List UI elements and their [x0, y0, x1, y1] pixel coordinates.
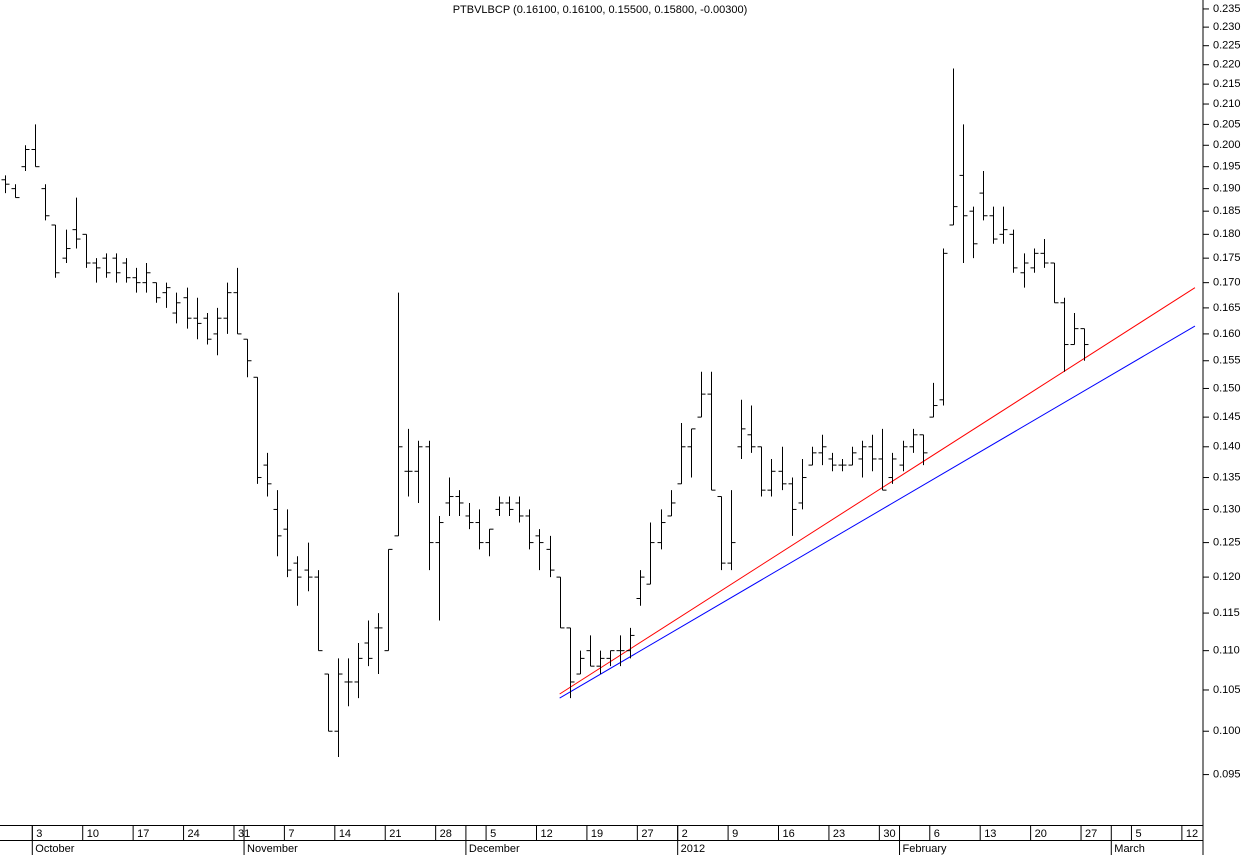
x-tick-label: 19	[591, 828, 603, 840]
y-tick-label: 0.195	[1213, 161, 1241, 173]
y-tick-label: 0.205	[1213, 118, 1241, 130]
x-tick-label: 27	[1085, 828, 1097, 840]
y-tick-label: 0.130	[1213, 503, 1241, 515]
x-tick-label: 12	[540, 828, 552, 840]
x-tick-label: 7	[288, 828, 294, 840]
x-tick-label: 21	[389, 828, 401, 840]
x-tick-label: 5	[1135, 828, 1141, 840]
y-tick-label: 0.125	[1213, 536, 1241, 548]
x-tick-label: 17	[137, 828, 149, 840]
y-tick-label: 0.215	[1213, 78, 1241, 90]
y-tick-label: 0.210	[1213, 98, 1241, 110]
y-tick-label: 0.165	[1213, 302, 1241, 314]
x-tick-label: 20	[1035, 828, 1047, 840]
month-label: November	[247, 843, 298, 855]
x-tick-label: 16	[783, 828, 795, 840]
y-tick-label: 0.220	[1213, 59, 1241, 71]
x-tick-label: 6	[934, 828, 940, 840]
month-label: March	[1114, 843, 1145, 855]
y-tick-label: 0.120	[1213, 571, 1241, 583]
x-tick-label: 24	[188, 828, 200, 840]
x-tick-label: 2	[682, 828, 688, 840]
y-tick-label: 0.155	[1213, 355, 1241, 367]
y-tick-label: 0.235	[1213, 3, 1241, 15]
y-tick-label: 0.185	[1213, 205, 1241, 217]
y-tick-label: 0.200	[1213, 139, 1241, 151]
y-tick-label: 0.110	[1213, 645, 1240, 657]
trend-line	[559, 325, 1196, 699]
month-label: February	[903, 843, 948, 855]
y-tick-label: 0.145	[1213, 411, 1241, 423]
y-tick-label: 0.100	[1213, 725, 1241, 737]
y-tick-label: 0.140	[1213, 441, 1241, 453]
chart-title: PTBVLBCP (0.16100, 0.16100, 0.15500, 0.1…	[453, 4, 748, 16]
month-label: 2012	[681, 843, 705, 855]
month-label: December	[469, 843, 520, 855]
y-tick-label: 0.115	[1213, 607, 1240, 619]
x-tick-label: 10	[87, 828, 99, 840]
y-tick-label: 0.095	[1213, 768, 1241, 780]
y-tick-label: 0.190	[1213, 183, 1241, 195]
x-tick-label: 23	[833, 828, 845, 840]
y-tick-label: 0.180	[1213, 228, 1241, 240]
y-tick-label: 0.170	[1213, 277, 1241, 289]
y-tick-label: 0.175	[1213, 252, 1241, 264]
y-tick-label: 0.230	[1213, 21, 1241, 33]
month-label: October	[35, 843, 74, 855]
x-tick-label: 13	[984, 828, 996, 840]
x-tick-label: 5	[490, 828, 496, 840]
y-tick-label: 0.160	[1213, 328, 1241, 340]
trend-line	[559, 287, 1196, 695]
y-tick-label: 0.135	[1213, 471, 1241, 483]
y-tick-label: 0.225	[1213, 40, 1241, 52]
x-tick-label: 9	[732, 828, 738, 840]
x-tick-label: 30	[883, 828, 895, 840]
y-tick-label: 0.105	[1213, 684, 1241, 696]
x-tick-label: 3	[36, 828, 42, 840]
x-tick-label: 27	[641, 828, 653, 840]
x-tick-label: 14	[339, 828, 351, 840]
x-tick-label: 28	[440, 828, 452, 840]
x-tick-label: 12	[1186, 828, 1198, 840]
y-tick-label: 0.150	[1213, 382, 1241, 394]
